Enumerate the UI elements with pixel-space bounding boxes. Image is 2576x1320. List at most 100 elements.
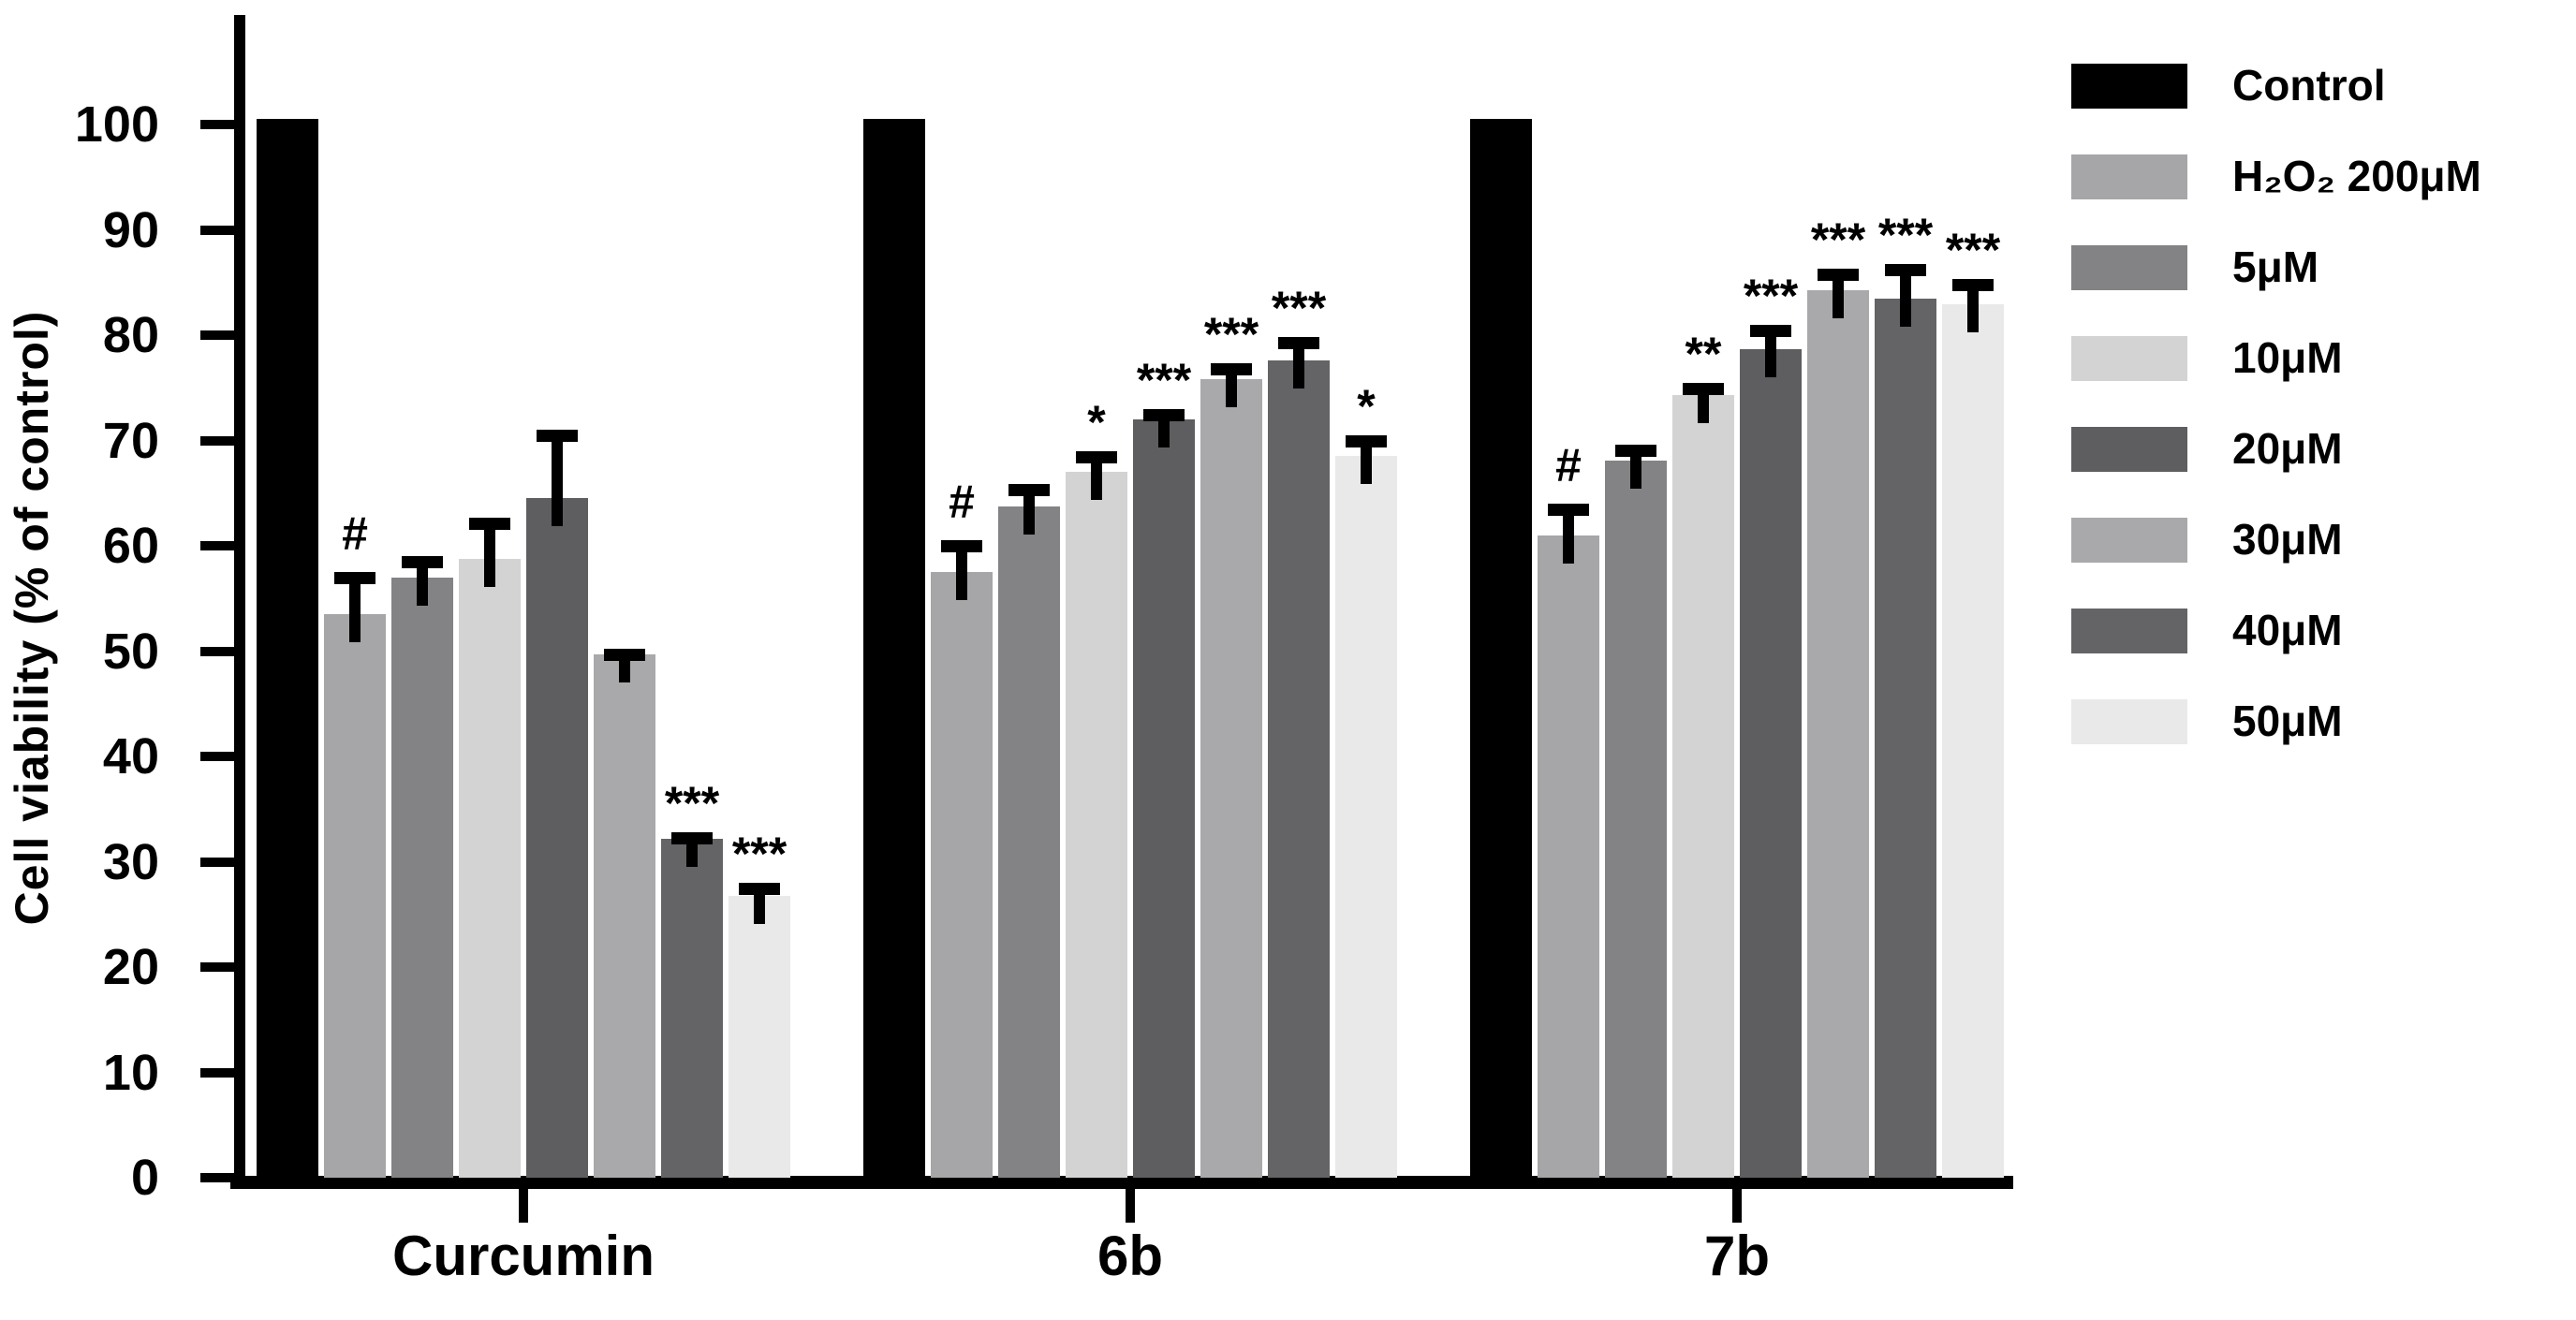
legend-swatch-5μM — [2071, 245, 2187, 290]
y-tick-label-90: 90 — [102, 201, 159, 258]
legend-swatch-50μM — [2071, 699, 2187, 744]
error-bar-stem — [1833, 269, 1844, 318]
y-axis-title: Cell viability (% of control) — [6, 310, 58, 926]
error-bar-stem — [552, 430, 563, 527]
significance-marker-stars: *** — [664, 777, 720, 829]
y-tick-label-40: 40 — [102, 728, 159, 785]
significance-marker-stars: *** — [1743, 269, 1799, 322]
error-bar-stem — [349, 572, 361, 643]
bar-Curcumin-40μM — [661, 838, 723, 1178]
error-bar-stem — [1765, 324, 1776, 377]
error-bar-cap — [469, 517, 510, 530]
significance-marker-stars: *** — [731, 828, 788, 880]
error-bar-stem — [1900, 263, 1911, 327]
y-tick-10 — [200, 1067, 234, 1078]
y-tick-80 — [200, 330, 234, 340]
bar-Curcumin-20μM — [526, 498, 588, 1178]
legend-label-50μM: 50μM — [2232, 697, 2343, 745]
legend-label-Control: Control — [2232, 61, 2386, 110]
y-tick-label-30: 30 — [102, 833, 159, 890]
y-tick-label-80: 80 — [102, 307, 159, 363]
bar-Curcumin-5μM — [391, 577, 453, 1178]
error-bar-cap — [1278, 337, 1319, 350]
bar-Curcumin-10μM — [459, 558, 521, 1178]
bar-7b-20μM — [1740, 348, 1802, 1178]
bar-7b-10μM — [1672, 395, 1734, 1178]
group-label-7b: 7b — [1703, 1225, 1771, 1287]
y-tick-30 — [200, 857, 234, 867]
error-bar-cap — [941, 540, 982, 553]
bar-7b-40μM — [1875, 298, 1936, 1178]
y-tick-60 — [200, 541, 234, 550]
legend-swatch-30μM — [2071, 518, 2187, 563]
legend-label-10μM: 10μM — [2232, 333, 2343, 382]
y-tick-label-20: 20 — [102, 939, 159, 995]
legend-swatch-H₂O₂ 200μM — [2071, 154, 2187, 199]
error-bar-cap — [1750, 324, 1791, 337]
bar-Curcumin-Control — [257, 119, 318, 1178]
bar-7b-Control — [1470, 119, 1532, 1178]
bar-6b-50μM — [1335, 456, 1397, 1178]
error-bar-cap — [1615, 445, 1656, 457]
y-tick-label-60: 60 — [102, 518, 159, 574]
significance-marker-stars: * — [1087, 395, 1106, 448]
error-bar-cap — [1211, 363, 1252, 376]
legend-label-5μM: 5μM — [2232, 242, 2319, 291]
error-bar-stem — [417, 556, 428, 606]
legend-label-H₂O₂ 200μM: H₂O₂ 200μM — [2232, 152, 2481, 200]
error-bar-cap — [1885, 263, 1926, 276]
bar-Curcumin-50μM — [729, 895, 790, 1178]
bar-6b-10μM — [1066, 472, 1127, 1178]
group-label-Curcumin: Curcumin — [391, 1225, 655, 1287]
error-bar-cap — [1952, 279, 1994, 292]
y-tick-0 — [200, 1173, 234, 1182]
error-bar-stem — [1091, 450, 1102, 501]
legend-label-40μM: 40μM — [2232, 606, 2343, 654]
error-bar-stem — [956, 540, 967, 601]
error-bar-cap — [1143, 408, 1185, 421]
bar-6b-40μM — [1268, 360, 1330, 1178]
bar-Curcumin-30μM — [594, 653, 655, 1178]
significance-marker-stars: *** — [1136, 353, 1192, 406]
error-bar-cap — [1683, 382, 1724, 395]
legend-swatch-20μM — [2071, 427, 2187, 472]
significance-marker-hash: # — [342, 507, 368, 561]
bar-6b-Control — [863, 119, 925, 1178]
y-tick-40 — [200, 752, 234, 761]
significance-marker-stars: * — [1357, 379, 1376, 433]
bar-6b-20μM — [1133, 419, 1195, 1178]
legend-swatch-40μM — [2071, 609, 2187, 653]
error-bar-cap — [1346, 434, 1387, 447]
significance-marker-stars: *** — [1203, 308, 1259, 361]
y-tick-50 — [200, 646, 234, 656]
x-tick-Curcumin — [519, 1189, 528, 1223]
y-tick-label-50: 50 — [102, 623, 159, 680]
legend-swatch-10μM — [2071, 336, 2187, 381]
bar-6b-5μM — [998, 506, 1060, 1178]
error-bar-cap — [334, 572, 375, 585]
significance-marker-hash: # — [1555, 439, 1582, 491]
y-tick-90 — [200, 225, 234, 235]
error-bar-cap — [739, 883, 780, 895]
legend-label-30μM: 30μM — [2232, 515, 2343, 564]
y-tick-label-10: 10 — [102, 1044, 159, 1101]
bar-6b-30μM — [1200, 379, 1262, 1178]
x-tick-6b — [1126, 1189, 1135, 1223]
error-bar-cap — [1818, 269, 1859, 282]
error-bar-stem — [1563, 504, 1574, 564]
bar-7b-50μM — [1942, 304, 2004, 1178]
y-tick-label-100: 100 — [74, 96, 159, 153]
significance-marker-stars: *** — [1945, 224, 2001, 277]
significance-marker-hash: # — [949, 476, 975, 529]
error-bar-cap — [1076, 450, 1117, 463]
bar-7b-5μM — [1605, 460, 1667, 1178]
x-tick-7b — [1732, 1189, 1742, 1223]
error-bar-stem — [484, 517, 495, 587]
legend-label-20μM: 20μM — [2232, 424, 2343, 473]
error-bar-cap — [402, 556, 443, 569]
error-bar-stem — [1967, 279, 1979, 333]
bar-6b-H₂O₂ 200μM — [931, 572, 993, 1178]
error-bar-cap — [537, 430, 578, 443]
y-tick-label-70: 70 — [102, 412, 159, 469]
